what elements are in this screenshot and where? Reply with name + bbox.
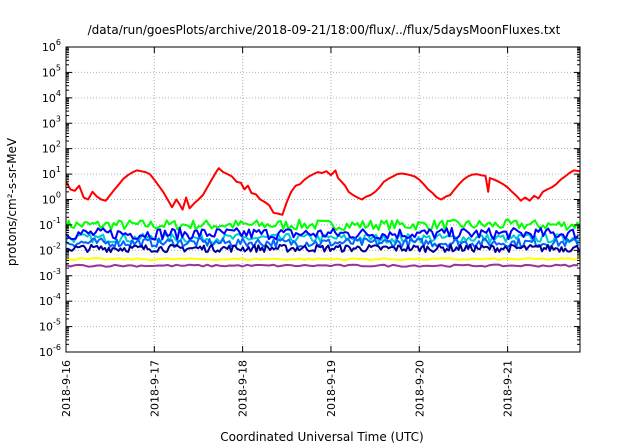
x-tick-label: 2018-9-19 bbox=[325, 360, 338, 417]
series-line-6 bbox=[66, 257, 579, 262]
series-line-7 bbox=[66, 263, 579, 268]
series-line-0 bbox=[66, 167, 580, 216]
series-line-4 bbox=[66, 237, 580, 249]
x-axis-label: Coordinated Universal Time (UTC) bbox=[220, 430, 423, 444]
y-tick-label: 10-2 bbox=[39, 241, 61, 257]
y-tick-label: 105 bbox=[42, 63, 61, 79]
x-tick-label: 2018-9-20 bbox=[413, 360, 426, 417]
series-line-1 bbox=[66, 218, 580, 232]
y-tick-label: 10-5 bbox=[39, 318, 61, 334]
x-tick-label: 2018-9-18 bbox=[237, 360, 250, 417]
y-tick-label: 10-4 bbox=[39, 292, 61, 308]
y-axis-label: protons/cm²-s-sr-MeV bbox=[5, 137, 19, 266]
y-tick-label: 100 bbox=[42, 191, 61, 207]
y-axis-ticks: 10-6 10-5 10-4 10-3 10-2 10-1 100 101 102 103 104 1… bbox=[39, 38, 580, 359]
x-tick-label: 2018-9-16 bbox=[60, 360, 73, 417]
grid-lines bbox=[66, 47, 580, 352]
y-tick-label: 10-1 bbox=[39, 216, 61, 232]
y-tick-label: 102 bbox=[42, 140, 61, 156]
chart-title: /data/run/goesPlots/archive/2018-09-21/1… bbox=[88, 23, 561, 37]
y-tick-label: 106 bbox=[42, 38, 61, 54]
y-tick-label: 104 bbox=[42, 89, 61, 105]
y-tick-label: 103 bbox=[42, 114, 61, 130]
series-line-5 bbox=[66, 243, 580, 253]
series-group bbox=[66, 167, 580, 268]
x-tick-label: 2018-9-21 bbox=[502, 360, 515, 417]
y-tick-label: 101 bbox=[42, 165, 61, 181]
y-tick-label: 10-6 bbox=[39, 343, 61, 359]
plot-frame bbox=[65, 46, 581, 353]
x-axis-ticks: 2018-9-16 2018-9-17 2018-9-18 2018-9-19 2018… bbox=[60, 47, 515, 417]
series-line-3 bbox=[66, 226, 579, 241]
y-tick-label: 10-3 bbox=[39, 267, 61, 283]
x-tick-label: 2018-9-17 bbox=[148, 360, 161, 417]
